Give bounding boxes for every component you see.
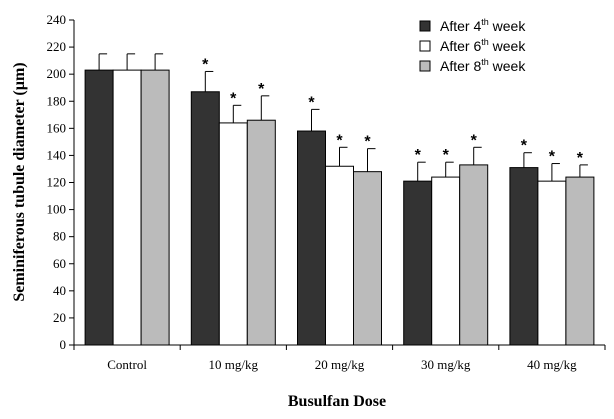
significance-marker: *	[364, 134, 371, 151]
y-tick-label: 120	[47, 175, 67, 190]
legend-label: After 8th week	[440, 57, 526, 74]
bar	[459, 164, 489, 346]
significance-marker: *	[443, 147, 450, 164]
bar	[297, 130, 326, 346]
significance-marker: *	[202, 56, 209, 73]
bar	[431, 176, 461, 346]
significance-marker: *	[415, 147, 422, 164]
error-bars-layer	[98, 53, 588, 182]
y-tick-label: 180	[47, 93, 67, 108]
y-tick-label: 220	[47, 39, 67, 54]
bar	[190, 91, 220, 346]
bar	[218, 122, 248, 346]
x-tick-label: 10 mg/kg	[209, 357, 259, 372]
significance-marker: *	[230, 90, 237, 107]
bar	[246, 119, 276, 346]
y-tick-label: 40	[53, 283, 66, 298]
significance-marker: *	[577, 150, 584, 167]
bar	[325, 165, 354, 346]
y-tick-label: 60	[53, 256, 66, 271]
bar	[84, 69, 114, 346]
y-tick-label: 20	[53, 310, 66, 325]
significance-marker: *	[308, 94, 315, 111]
bar	[353, 171, 382, 346]
y-tick-label: 0	[60, 337, 67, 352]
legend-label: After 4th week	[440, 17, 526, 34]
significance-markers-layer: * * * * * * * * * * * *	[202, 56, 584, 166]
bar	[537, 180, 567, 346]
bar	[565, 176, 595, 346]
significance-marker: *	[258, 81, 265, 98]
significance-marker: *	[521, 138, 528, 155]
significance-marker: *	[336, 132, 343, 149]
bars-layer	[84, 69, 595, 346]
significance-marker: *	[471, 132, 478, 149]
x-tick-label: Control	[107, 357, 147, 372]
significance-marker: *	[549, 149, 556, 166]
bar	[112, 69, 142, 346]
legend-swatch	[419, 40, 431, 52]
x-tick-label: 30 mg/kg	[421, 357, 471, 372]
x-tick-label: 40 mg/kg	[527, 357, 577, 372]
bar	[403, 180, 433, 346]
y-tick-label: 200	[47, 66, 67, 81]
y-tick-label: 240	[47, 12, 67, 27]
legend: After 4th week After 6th week After 8th we…	[419, 17, 526, 74]
y-tick-label: 80	[53, 229, 66, 244]
bar	[140, 69, 170, 346]
y-tick-label: 140	[47, 147, 67, 162]
bar	[509, 167, 539, 346]
legend-swatch	[419, 20, 431, 32]
y-tick-label: 160	[47, 120, 67, 135]
x-tick-label: 20 mg/kg	[315, 357, 365, 372]
y-tick-label: 100	[47, 202, 67, 217]
x-axis-title: Busulfan Dose	[288, 393, 386, 410]
y-axis-title: Seminiferous tubule diameter (µm)	[11, 62, 28, 301]
axes-layer: 0 20 40 60 80 100 120 140 160 180 200 220 240 Control…	[47, 12, 606, 372]
legend-swatch	[419, 60, 431, 72]
legend-label: After 6th week	[440, 37, 526, 54]
